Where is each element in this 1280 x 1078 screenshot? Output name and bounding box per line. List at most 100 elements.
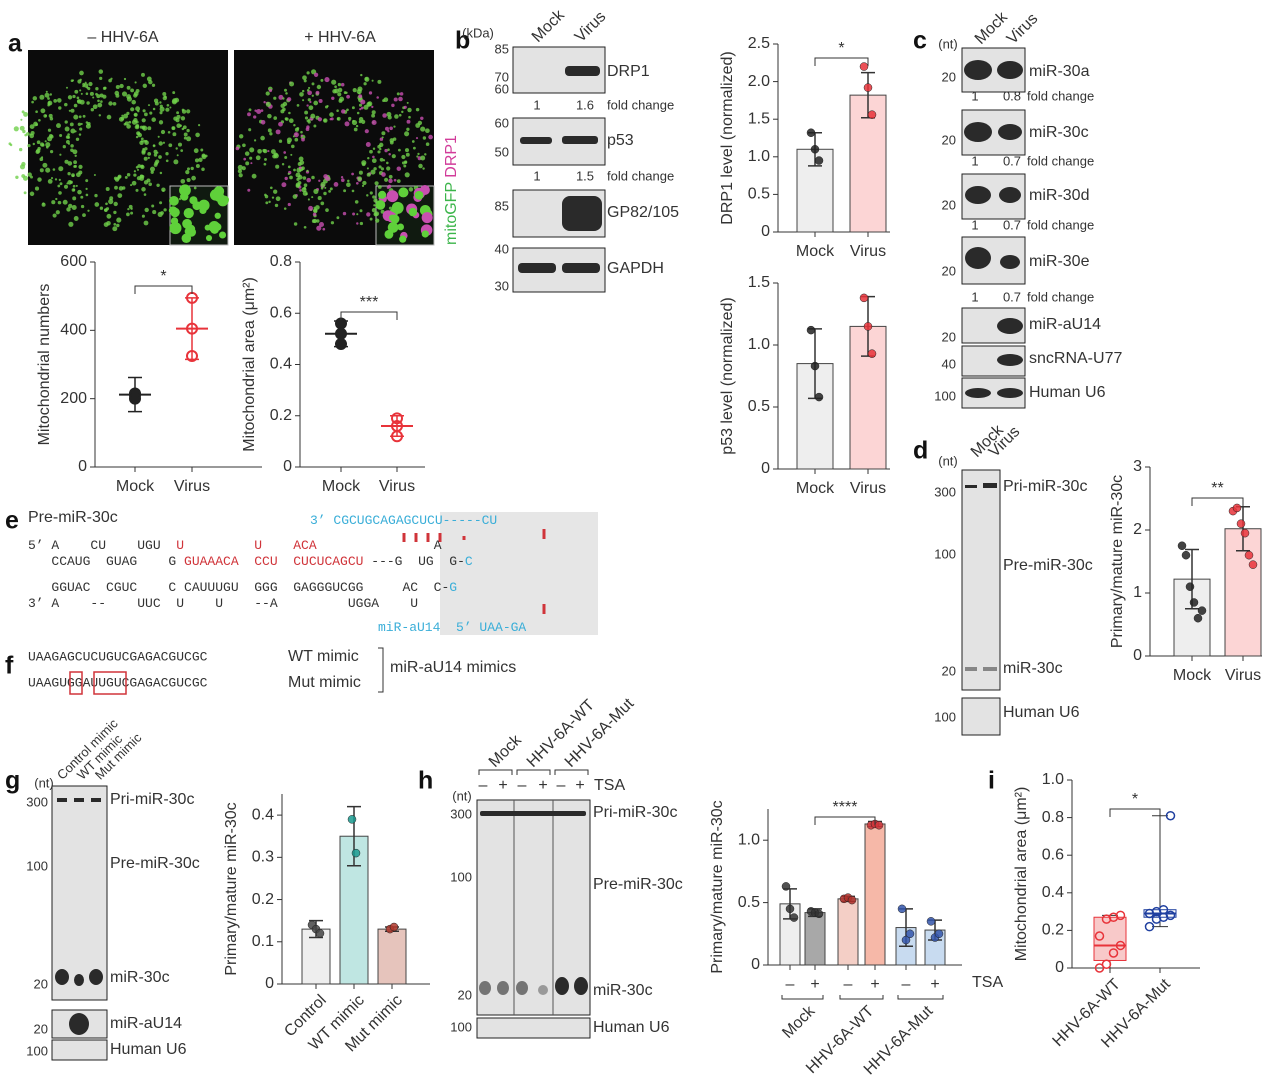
point bbox=[129, 392, 141, 405]
y-tick-label: 0.5 bbox=[738, 894, 760, 911]
shape bbox=[497, 981, 509, 995]
shape bbox=[480, 811, 586, 816]
organelle bbox=[200, 148, 204, 152]
point bbox=[389, 922, 399, 932]
organelle bbox=[311, 196, 314, 199]
organelle bbox=[167, 131, 171, 134]
organelle bbox=[267, 113, 272, 119]
organelle bbox=[357, 176, 362, 181]
band-label: miR-30c bbox=[110, 969, 170, 986]
organelle bbox=[135, 123, 140, 128]
point bbox=[335, 327, 347, 340]
organelle bbox=[293, 132, 299, 138]
stain-label: mitoGFP DRP1 bbox=[443, 135, 460, 245]
organelle bbox=[263, 101, 266, 104]
organelle bbox=[96, 94, 101, 99]
panel-label: a bbox=[8, 30, 23, 58]
fold-label: fold change bbox=[1027, 153, 1094, 168]
organelle bbox=[284, 176, 288, 181]
organelle bbox=[316, 219, 320, 223]
organelle bbox=[320, 201, 325, 206]
organelle bbox=[74, 154, 77, 157]
x-tick-label: Mock bbox=[1173, 667, 1212, 684]
organelle bbox=[299, 92, 304, 97]
organelle bbox=[62, 145, 66, 149]
organelle bbox=[275, 129, 281, 135]
organelle bbox=[356, 213, 359, 216]
organelle bbox=[265, 101, 271, 107]
organelle bbox=[180, 149, 184, 152]
organelle bbox=[176, 111, 180, 115]
organelle bbox=[337, 87, 343, 93]
y-tick-label: 0 bbox=[761, 223, 770, 240]
y-tick-label: 0 bbox=[1055, 959, 1064, 976]
organelle bbox=[378, 165, 382, 169]
fold: 1.5 bbox=[576, 168, 594, 183]
organelle bbox=[396, 92, 400, 96]
point bbox=[1185, 582, 1195, 591]
organelle bbox=[69, 122, 74, 127]
group-bracket bbox=[897, 995, 944, 1000]
y-tick-label: 1.0 bbox=[738, 831, 760, 848]
organelle bbox=[388, 206, 392, 210]
organelle bbox=[372, 195, 376, 199]
organelle bbox=[407, 107, 412, 113]
organelle bbox=[186, 128, 190, 133]
panel-label: h bbox=[418, 767, 433, 795]
organelle bbox=[330, 221, 335, 225]
organelle bbox=[311, 82, 315, 86]
organelle bbox=[278, 139, 283, 143]
band-label: GP82/105 bbox=[607, 204, 679, 221]
organelle bbox=[130, 211, 134, 215]
organelle bbox=[399, 235, 407, 243]
sequence-segment: U U ACA bbox=[176, 538, 317, 553]
organelle bbox=[47, 104, 50, 107]
organelle bbox=[56, 123, 61, 129]
y-axis-label: Primary/mature miR-30c bbox=[223, 802, 240, 975]
organelle bbox=[374, 211, 380, 217]
organelle bbox=[337, 82, 342, 87]
shape bbox=[997, 61, 1023, 79]
organelle bbox=[99, 93, 104, 98]
organelle bbox=[408, 187, 414, 192]
sequence-segment: ---G UG G- bbox=[363, 554, 464, 569]
organelle bbox=[55, 197, 58, 201]
fold: 1 bbox=[971, 217, 978, 232]
organelle bbox=[378, 190, 387, 199]
organelle bbox=[82, 213, 86, 217]
organelle bbox=[99, 206, 104, 210]
organelle bbox=[148, 182, 152, 187]
organelle bbox=[8, 142, 12, 146]
marker: 100 bbox=[934, 388, 956, 403]
organelle bbox=[190, 166, 194, 171]
organelle bbox=[109, 196, 114, 201]
sequence-line: CCAUG GUAG G GUAAACA CCU CUCUCAGCU ---G … bbox=[28, 554, 473, 569]
organelle bbox=[56, 98, 62, 103]
organelle bbox=[324, 186, 327, 189]
organelle bbox=[156, 183, 160, 188]
organelle bbox=[152, 107, 156, 111]
organelle bbox=[72, 184, 76, 188]
panel-label: b bbox=[455, 27, 470, 55]
y-tick-label: 1.5 bbox=[748, 110, 770, 127]
sig-bracket bbox=[134, 285, 193, 294]
bar bbox=[864, 823, 886, 966]
organelle bbox=[418, 163, 423, 169]
marker: 100 bbox=[934, 709, 956, 724]
organelle bbox=[117, 193, 123, 198]
organelle bbox=[296, 104, 300, 107]
organelle bbox=[373, 167, 377, 171]
organelle bbox=[337, 92, 342, 97]
organelle bbox=[416, 155, 419, 158]
organelle bbox=[268, 88, 273, 93]
point bbox=[1144, 921, 1155, 932]
organelle bbox=[173, 159, 179, 165]
organelle bbox=[390, 214, 400, 224]
organelle bbox=[422, 167, 425, 170]
bar bbox=[837, 898, 859, 966]
sequence-segment: C bbox=[465, 554, 473, 569]
sig-bracket bbox=[814, 57, 869, 66]
organelle bbox=[329, 187, 333, 191]
organelle bbox=[73, 216, 79, 221]
organelle bbox=[376, 96, 379, 99]
